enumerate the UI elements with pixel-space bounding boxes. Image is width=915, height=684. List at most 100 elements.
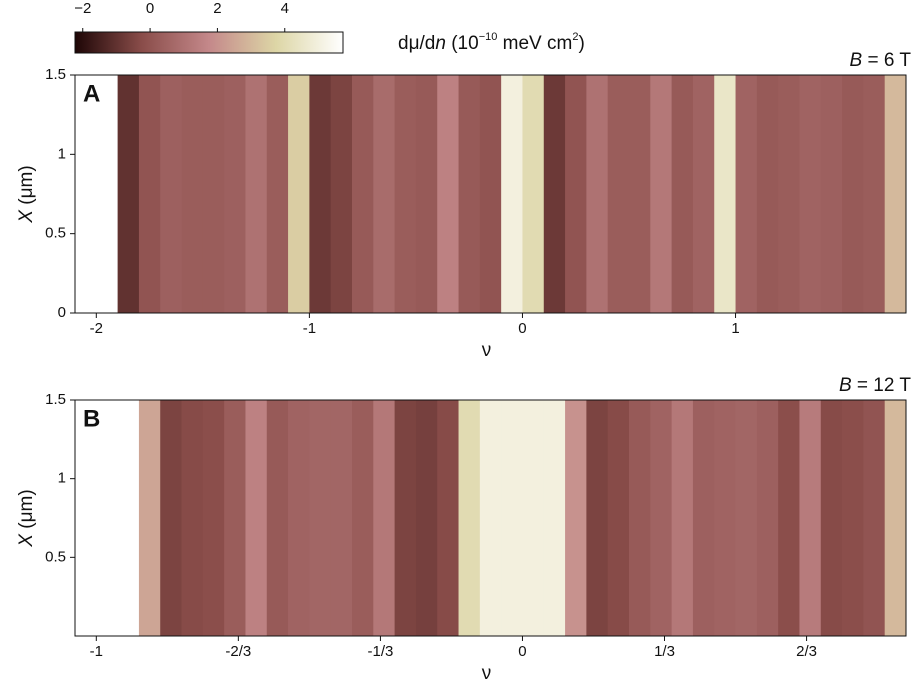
heat-column [692,75,715,313]
y-tick-label: 1 [58,470,66,487]
y-tick-label: 0.5 [45,548,66,565]
field-annotation: B = 6 T [850,50,912,71]
colorbar-tick-label: −2 [74,0,91,17]
label-part: n [435,33,446,54]
x-tick-label: -2 [90,320,103,337]
heat-column [884,400,907,636]
field-annotation: B = 12 T [839,375,911,396]
label-part: ) [578,33,584,54]
heat-column [607,400,630,636]
heat-column [138,400,161,636]
heat-column [842,400,864,636]
x-axis-label: ν [482,663,492,684]
x-tick-label: -2/3 [225,643,251,660]
colorbar-tick-label: 4 [281,0,289,17]
heat-column [671,75,694,313]
y-axis-label: X (μm) [16,165,37,223]
plot-frame [74,74,907,314]
heat-column [160,75,182,313]
heat-column [394,400,417,636]
x-tick-label: 0 [518,320,526,337]
heat-column [565,400,587,636]
heat-column [863,400,886,636]
heat-column [117,75,140,313]
heat-column [224,400,246,636]
heat-column [629,400,651,636]
colorbar-tick-label: 2 [213,0,221,17]
label-part: 2 [572,31,578,43]
heat-column [181,75,204,313]
heat-column [138,75,161,313]
heat-column [266,75,289,313]
label-part: −10 [479,31,498,43]
heat-column [373,75,396,313]
heat-column [415,400,438,636]
heat-column [778,400,800,636]
heat-column [714,75,736,313]
heat-column [543,75,566,313]
heat-column [373,400,396,636]
annotation-part: B [839,375,852,396]
panel-label: A [83,80,100,107]
heat-column [437,75,459,313]
annotation-part: B [850,50,863,71]
y-tick-label: 1.5 [45,66,66,83]
y-axis-label-part: (μm) [16,489,37,534]
heat-column [543,400,566,636]
heat-column [394,75,417,313]
annotation-part: = 6 T [862,50,911,71]
heat-column [607,75,630,313]
heat-column [820,75,843,313]
y-tick-label: 0.5 [45,225,66,242]
y-tick-label: 1 [58,145,66,162]
heat-column [671,400,694,636]
heat-column [735,400,758,636]
x-tick-label: -1 [90,643,103,660]
x-tick-label: -1 [303,320,316,337]
heat-column [629,75,651,313]
heat-column [501,400,523,636]
heat-column [330,400,353,636]
heat-column [479,400,502,636]
heat-column [415,75,438,313]
heat-column [266,400,289,636]
y-axis-label-part: X [16,533,37,548]
heat-column [330,75,353,313]
plot-frame [74,399,907,637]
heat-column [799,75,822,313]
heat-column [458,75,481,313]
heat-column [352,75,374,313]
heat-column [820,400,843,636]
colorbar-label: dμ/dn (10−10 meV cm2) [398,31,585,54]
panel-label: B [83,405,100,432]
heat-column [458,400,481,636]
heat-column [778,75,800,313]
y-tick-label: 0 [58,304,66,321]
heat-column [522,400,545,636]
heat-column [245,400,268,636]
y-axis-label-part: (μm) [16,165,37,210]
label-part: meV cm [497,33,572,54]
x-tick-label: -1/3 [367,643,393,660]
x-axis-label: ν [482,340,492,361]
heat-column [884,75,907,313]
x-tick-label: 0 [518,643,526,660]
heat-column [202,75,225,313]
heat-column [735,75,758,313]
heat-column [352,400,374,636]
heat-column [245,75,268,313]
label-part: (10 [446,33,479,54]
heat-column [650,400,673,636]
heat-column [309,75,332,313]
heat-column [756,400,779,636]
heat-column [842,75,864,313]
heat-column [202,400,225,636]
heat-column [479,75,502,313]
heat-column [181,400,204,636]
heat-column [586,75,609,313]
heat-column [692,400,715,636]
heat-column [522,75,545,313]
label-part: dμ/d [398,33,435,54]
heat-column [309,400,332,636]
